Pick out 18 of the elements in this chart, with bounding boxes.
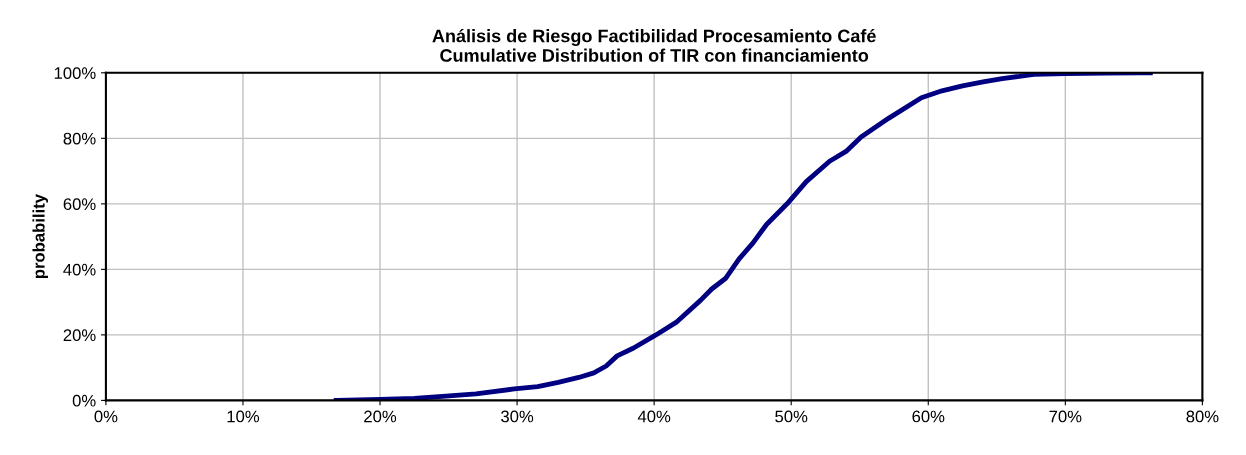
y-tick-label: 40% [63, 263, 96, 276]
x-tick-label: 80% [1186, 410, 1219, 423]
y-tick-label: 100% [54, 67, 96, 79]
y-axis-title: probability [32, 194, 49, 279]
line-series [333, 72, 1153, 401]
x-tick-label: 10% [227, 410, 260, 423]
y-tick-label: 20% [63, 329, 96, 342]
x-tick-label: 70% [1049, 410, 1082, 423]
x-tick-label: 0% [94, 410, 118, 423]
x-tick-label: 20% [364, 410, 397, 423]
x-tick-label: 60% [912, 410, 945, 423]
y-tick-label: 0% [72, 394, 96, 407]
x-tick-label: 50% [775, 410, 808, 423]
y-tick-label: 60% [63, 198, 96, 211]
y-tick-label: 80% [63, 132, 96, 145]
chart-title: Análisis de Riesgo Factibilidad Procesamiento Café Cumulative Distribution of TIR con financiamiento [432, 28, 876, 62]
x-tick-label: 40% [637, 410, 671, 423]
x-tick-label: 30% [501, 410, 534, 423]
